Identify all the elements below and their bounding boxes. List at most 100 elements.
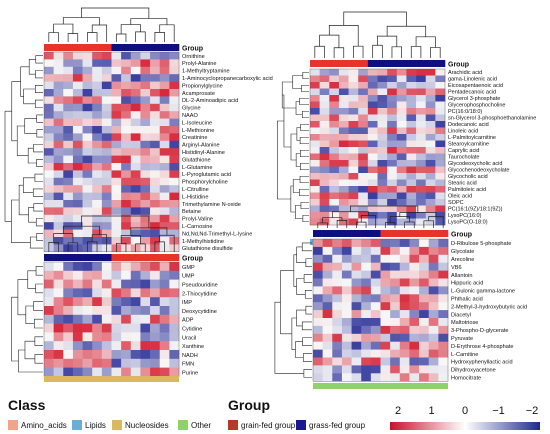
heatmap-cell bbox=[82, 126, 93, 134]
heatmap-cell bbox=[44, 140, 54, 149]
row-label: NADH bbox=[182, 353, 198, 359]
dendrogram-branch bbox=[299, 97, 309, 106]
heatmap-cell bbox=[44, 177, 54, 186]
heatmap-cell bbox=[82, 52, 93, 60]
heatmap-cell bbox=[82, 170, 93, 179]
heatmap-cell bbox=[140, 262, 151, 272]
heatmap-cell bbox=[438, 310, 449, 319]
heatmap-cell bbox=[390, 318, 401, 327]
heatmap-cell bbox=[150, 192, 161, 201]
heatmap-cell bbox=[387, 218, 398, 226]
heatmap-cell bbox=[367, 153, 378, 161]
heatmap-cell bbox=[390, 270, 401, 279]
heatmap-cell bbox=[140, 111, 151, 119]
heatmap-cell bbox=[406, 147, 417, 154]
heatmap-cell bbox=[92, 229, 103, 238]
heatmap-cell bbox=[367, 140, 378, 148]
dendrogram-branch bbox=[36, 159, 43, 167]
heatmap-cell bbox=[130, 81, 141, 90]
heatmap-cell bbox=[101, 214, 112, 223]
row-label: Glutathione bbox=[182, 157, 211, 163]
heatmap-cell bbox=[159, 177, 170, 186]
row-label: Ornithine bbox=[182, 54, 205, 60]
heatmap-cell bbox=[319, 140, 330, 148]
row-label: Cytidine bbox=[182, 326, 202, 332]
heatmap-cell bbox=[169, 126, 180, 134]
dendrogram-branch bbox=[53, 233, 74, 243]
heatmap-cell bbox=[130, 323, 141, 333]
heatmap-cell bbox=[361, 286, 372, 295]
heatmap-cell bbox=[338, 166, 349, 174]
heatmap-cell bbox=[150, 350, 161, 360]
heatmap-cell bbox=[390, 262, 401, 271]
heatmap-cell bbox=[438, 341, 449, 350]
heatmap-cell bbox=[53, 192, 64, 201]
heatmap-cell bbox=[361, 365, 372, 374]
dendrogram-branch bbox=[302, 214, 309, 223]
heatmap-cell bbox=[82, 332, 93, 342]
heatmap-cell bbox=[435, 134, 446, 141]
heatmap-cell bbox=[111, 140, 122, 149]
heatmap-cell bbox=[130, 59, 141, 68]
heatmap-cell bbox=[416, 179, 427, 187]
heatmap-cell bbox=[390, 294, 401, 303]
heatmap-cell bbox=[92, 306, 103, 316]
heatmap-cell bbox=[310, 147, 320, 154]
heatmap-cell bbox=[329, 134, 340, 141]
heatmap-cell bbox=[319, 199, 330, 206]
group-bar-cell bbox=[419, 230, 430, 237]
heatmap-cell bbox=[338, 108, 349, 115]
heatmap-cell bbox=[319, 147, 330, 154]
heatmap-cell bbox=[322, 270, 333, 279]
heatmap-cell bbox=[425, 173, 436, 180]
heatmap-cell bbox=[319, 95, 330, 102]
heatmap-cell bbox=[313, 294, 323, 303]
heatmap-cell bbox=[438, 357, 449, 366]
heatmap-cell bbox=[130, 74, 141, 82]
heatmap-cell bbox=[130, 341, 141, 351]
heatmap-cell bbox=[111, 126, 122, 134]
heatmap-cell bbox=[390, 325, 401, 335]
heatmap-cell bbox=[370, 270, 381, 279]
heatmap-cell bbox=[169, 297, 180, 307]
row-label: Nd,Nd,Nd-Trimethyl-L-lysine bbox=[182, 231, 252, 237]
heatmap-cell bbox=[72, 66, 83, 75]
heatmap-cell bbox=[130, 229, 141, 238]
class-legend-label: Nucleosides bbox=[125, 421, 169, 430]
heatmap-cell bbox=[416, 186, 427, 193]
heatmap-cell bbox=[329, 88, 340, 96]
heatmap-cell bbox=[351, 286, 362, 295]
dendrogram-branch bbox=[295, 341, 304, 358]
heatmap-cell bbox=[367, 166, 378, 174]
heatmap-cell bbox=[396, 147, 407, 154]
heatmap-cell bbox=[44, 133, 54, 142]
dendrogram-branch bbox=[296, 246, 306, 263]
heatmap-cell bbox=[396, 205, 407, 213]
heatmap-cell bbox=[338, 140, 349, 148]
heatmap-cell bbox=[390, 310, 401, 319]
heatmap-cell bbox=[438, 246, 449, 256]
heatmap-cell bbox=[406, 199, 417, 206]
heatmap-cell bbox=[101, 314, 112, 324]
heatmap-cell bbox=[387, 101, 398, 109]
heatmap-cell bbox=[121, 332, 132, 342]
heatmap-cell bbox=[313, 310, 323, 319]
heatmap-cell bbox=[53, 163, 64, 171]
dendrogram-branch bbox=[159, 24, 175, 42]
heatmap-cell bbox=[169, 66, 180, 75]
heatmap-cell bbox=[101, 96, 112, 105]
heatmap-cell bbox=[92, 96, 103, 105]
group-bar-cell bbox=[150, 44, 161, 51]
heatmap-cell bbox=[310, 127, 320, 135]
group-bar-cell bbox=[338, 60, 349, 67]
heatmap-cell bbox=[428, 310, 439, 319]
heatmap-cell bbox=[425, 101, 436, 109]
row-label: Prolyl-Alanine bbox=[182, 61, 217, 67]
dendrogram-branch bbox=[384, 222, 396, 228]
heatmap-cell bbox=[341, 333, 352, 342]
dendrogram-branch bbox=[36, 129, 43, 138]
dendrogram-branch bbox=[292, 179, 301, 193]
heatmap-cell bbox=[338, 212, 349, 219]
heatmap-cell bbox=[169, 214, 180, 223]
heatmap-cell bbox=[44, 262, 54, 272]
